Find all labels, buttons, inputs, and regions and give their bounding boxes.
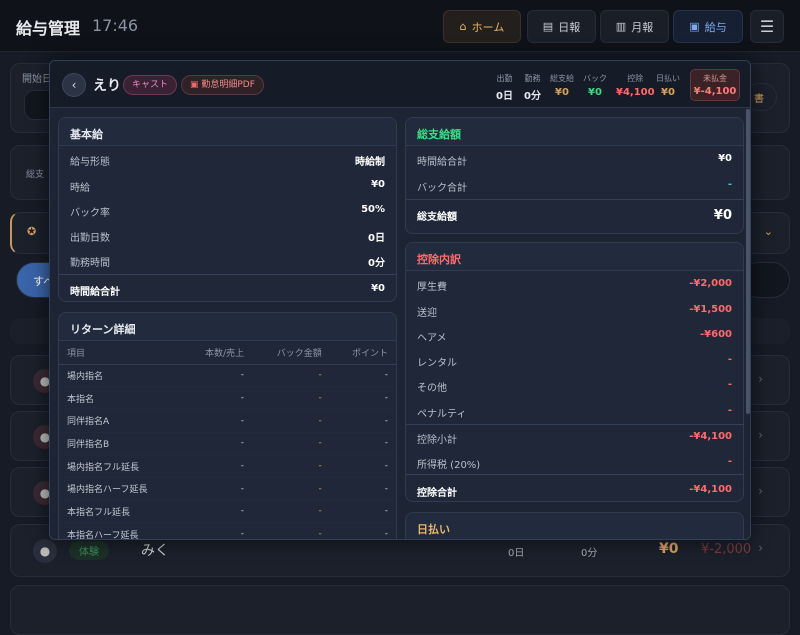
chevron-right-icon: › [758, 372, 763, 386]
staff-name: えり [93, 78, 121, 94]
unpaid-badge: 未払金 ¥-4,100 [690, 69, 740, 101]
stat-gross: 総支給 ¥0 [550, 74, 574, 98]
pdf-icon: ▣ [190, 80, 202, 90]
home-icon: ⌂ [459, 20, 467, 33]
hamburger-icon: ☰ [759, 17, 775, 36]
bar-chart-icon: ▥ [615, 20, 627, 33]
return-cell: - [181, 454, 252, 478]
chevron-right-icon: › [758, 428, 763, 442]
return-cell: - [181, 500, 252, 524]
return-row: 同伴指名B - - - [59, 432, 396, 456]
stat-daily-pay: 日払い ¥0 [656, 74, 680, 98]
avatar: ● [33, 539, 57, 563]
return-cell: 同伴指名B [59, 432, 182, 456]
base-pay-panel: 基本給 給与形態 時給制 時給 ¥0 バック率 50% 出勤日数 0日 勤務時間 0分 時… [58, 117, 397, 302]
return-cell: - [329, 364, 396, 388]
return-cell: - [329, 454, 396, 478]
return-cell: - [181, 364, 252, 388]
return-row: 本指名 - - - [59, 386, 396, 410]
return-cell: 同伴指名A [59, 409, 182, 433]
return-cell: - [329, 432, 396, 456]
nav-monthly-report[interactable]: ▥ 月報 [600, 10, 669, 43]
return-cell: - [329, 386, 396, 410]
chevron-right-icon: › [758, 541, 763, 555]
return-row: 同伴指名A - - - [59, 409, 396, 433]
attendance-pdf-button[interactable]: ▣ 勤怠明細PDF [181, 75, 264, 95]
return-cell: - [181, 432, 252, 456]
deduction-panel: 控除内訳 厚生費 -¥2,000 送迎 -¥1,500 ヘアメ -¥600 レンタル -… [405, 242, 744, 502]
return-cell: 本指名フル延長 [59, 500, 182, 524]
nav-home[interactable]: ⌂ ホーム [443, 10, 521, 43]
return-cell: - [329, 477, 396, 501]
gross-pay-panel: 総支給額 時間給合計 ¥0 バック合計 - 総支給額 ¥0 [405, 117, 744, 234]
return-cell: - [181, 386, 252, 410]
nav-daily-report[interactable]: ▤ 日報 [527, 10, 596, 43]
role-badge: キャスト [123, 75, 178, 95]
return-cell: 場内指名ハーフ延長 [59, 477, 182, 501]
return-cell: - [329, 409, 396, 433]
stat-deduction: 控除 ¥4,100 [616, 74, 655, 98]
return-cell: - [181, 409, 252, 433]
return-table: 項目 本数/売上 バック金額 ポイント 場内指名 - - - 本指名 - - - 同伴指名A - - - 同伴… [59, 341, 396, 539]
return-cell: 場内指名 [59, 364, 182, 388]
return-row: 場内指名 - - - [59, 364, 396, 388]
return-cell: - [251, 454, 330, 478]
nav-payroll[interactable]: ▣ 給与 [673, 10, 743, 43]
modal-header: ‹ えり キャスト ▣ 勤怠明細PDF 出勤 0日 勤務 0分 総支給 ¥0 バック ¥… [50, 61, 750, 108]
return-cell: - [181, 522, 252, 539]
return-cell: - [329, 522, 396, 539]
return-cell: - [251, 386, 330, 410]
staff-row[interactable] [10, 585, 790, 635]
page-title: 給与管理 [16, 19, 81, 38]
return-cell: - [251, 477, 330, 501]
return-cell: - [251, 409, 330, 433]
payroll-detail-modal: ‹ えり キャスト ▣ 勤怠明細PDF 出勤 0日 勤務 0分 総支給 ¥0 バック ¥… [49, 60, 751, 540]
return-cell: - [251, 364, 330, 388]
return-cell: - [251, 432, 330, 456]
return-cell: - [251, 500, 330, 524]
document-icon: ▤ [542, 20, 554, 33]
scrollbar[interactable] [746, 109, 750, 414]
trial-badge: 体験 [69, 541, 109, 560]
stat-back: バック ¥0 [583, 74, 607, 98]
return-row: 場内指名フル延長 - - - [59, 454, 396, 478]
stat-work-time: 勤務 0分 [524, 74, 541, 102]
chevron-right-icon: › [758, 484, 763, 498]
star-icon: ✪ [27, 225, 37, 238]
staff-name: みく [141, 543, 169, 559]
money-icon: ▣ [689, 20, 700, 33]
return-detail-panel: リターン詳細 項目 本数/売上 バック金額 ポイント 場内指名 - - - 本指名 - - - 同伴指… [58, 312, 397, 539]
daily-pay-panel: 日払い [405, 512, 744, 539]
clock: 17:46 [92, 16, 139, 35]
return-cell: 本指名ハーフ延長 [59, 522, 182, 539]
return-cell: 場内指名フル延長 [59, 454, 182, 478]
return-row: 場内指名ハーフ延長 - - - [59, 477, 396, 501]
back-button[interactable]: ‹ [62, 73, 86, 97]
start-date-label: 開始日 [22, 74, 52, 85]
return-row: 本指名ハーフ延長 - - - [59, 522, 396, 539]
top-bar: 給与管理 17:46 ⌂ ホーム ▤ 日報 ▥ 月報 ▣ 給与 ☰ [0, 0, 800, 52]
return-cell: - [251, 522, 330, 539]
chevron-down-icon: ⌄ [763, 225, 773, 238]
stat-attendance: 出勤 0日 [496, 74, 513, 102]
menu-button[interactable]: ☰ [750, 10, 784, 43]
return-cell: - [329, 500, 396, 524]
return-cell: - [181, 477, 252, 501]
return-cell: 本指名 [59, 386, 182, 410]
return-row: 本指名フル延長 - - - [59, 500, 396, 524]
